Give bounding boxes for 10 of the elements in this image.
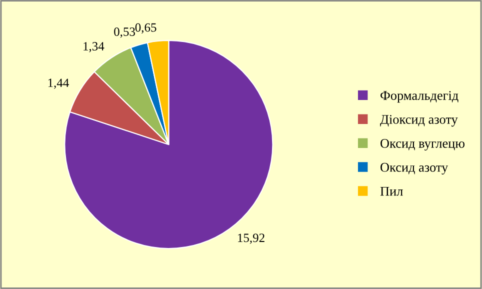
legend-label: Пил [380,186,403,196]
data-label: 0,53 [114,28,135,38]
legend-label: Оксид азоту [380,162,448,174]
legend-label: Формальдегід [380,91,458,103]
data-label: 0,65 [135,23,156,34]
data-label: 15,92 [238,234,264,244]
legend-label: Діоксид азоту [380,115,458,127]
data-label: 1,34 [84,42,104,52]
data-label: 1,44 [48,78,69,89]
legend-label: Оксид вуглецю [380,138,464,151]
